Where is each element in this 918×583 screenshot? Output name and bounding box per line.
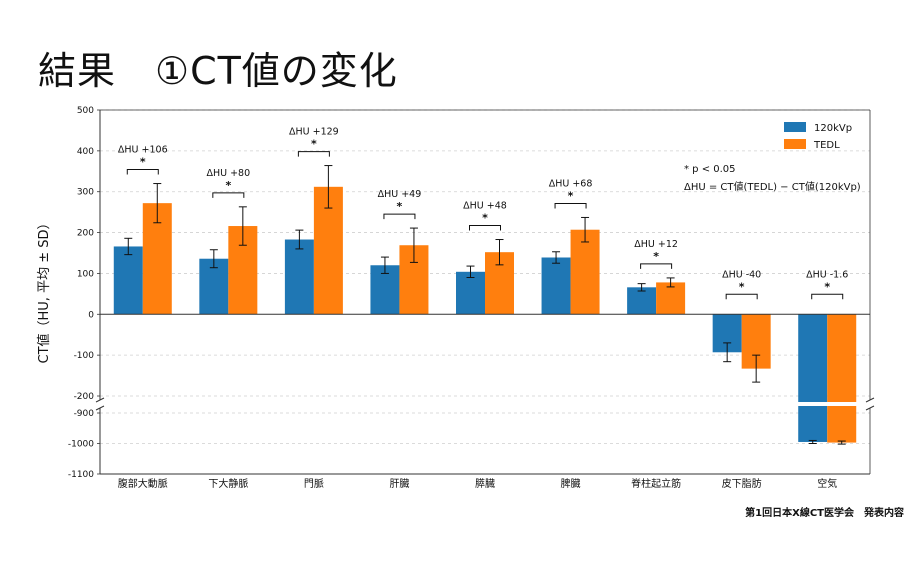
x-tick-label: 腹部大動脈	[118, 477, 168, 490]
significance-star: *	[568, 189, 574, 202]
slide-title: 結果 ①CT値の変化	[38, 49, 398, 93]
significance-star: *	[824, 280, 830, 293]
y-tick-label: -100	[74, 351, 95, 361]
x-tick-label: 下大静脈	[208, 477, 248, 490]
footer-note: 第1回日本X線CT医学会 発表内容	[745, 508, 904, 519]
delta-label: ΔHU +12	[634, 239, 678, 250]
x-tick-label: 脾臓	[561, 477, 581, 490]
x-tick-labels: 腹部大動脈 下大静脈 門脈 肝臓 膵臓 脾臓 脊柱起立筋 皮下脂肪 空気	[118, 477, 837, 490]
axis-break-mark	[95, 405, 105, 411]
error-bars	[124, 165, 846, 445]
legend-label: TEDL	[813, 140, 840, 151]
significance-star: *	[311, 138, 317, 151]
significance-bracket	[383, 213, 416, 220]
axis-break-mark	[95, 397, 105, 403]
y-tick-label: 0	[88, 310, 94, 320]
legend: 120kVp TEDL	[784, 122, 852, 151]
bar-120kvp	[541, 257, 571, 315]
significance-star: *	[653, 250, 659, 263]
significance-star: *	[482, 212, 488, 225]
significance-bracket	[469, 225, 501, 231]
significance-bracket	[212, 192, 245, 198]
significance-star: *	[140, 156, 146, 169]
bar-120kvp	[456, 271, 485, 315]
legend-label: 120kVp	[814, 123, 852, 134]
axis-break-mark	[865, 405, 875, 411]
y-tick-label: 300	[77, 188, 94, 198]
y-tick-label: 100	[77, 269, 94, 279]
x-tick-label: 空気	[817, 477, 837, 490]
bar-120kvp	[113, 246, 143, 315]
significance-bracket	[126, 169, 159, 175]
bar-120kvp	[798, 314, 828, 442]
y-tick-labels: 500 400 300 200 100 0 -100 -200 -900 -1000 -1100	[68, 106, 94, 480]
significance-star: *	[397, 200, 403, 213]
p-value-note: * p < 0.05	[684, 164, 736, 175]
delta-label: ΔHU -40	[722, 269, 761, 280]
y-tick-label: -1100	[68, 470, 94, 480]
delta-definition-note: ΔHU = CT値(TEDL) − CT値(120kVp)	[684, 180, 861, 193]
y-tick-label: 400	[77, 147, 94, 157]
delta-label: ΔHU +80	[206, 168, 250, 179]
bar-120kvp	[627, 287, 657, 315]
y-tick-label: -900	[74, 409, 95, 419]
significance-star: *	[739, 280, 745, 293]
bar-120kvp	[284, 239, 314, 315]
y-tick-label: 200	[77, 229, 94, 239]
legend-swatch	[784, 139, 806, 149]
y-tick-label: -200	[74, 392, 95, 402]
x-tick-label: 脊柱起立筋	[631, 477, 681, 490]
axis-break-gap	[101, 402, 869, 406]
x-tick-label: 膵臓	[475, 478, 495, 490]
legend-swatch	[784, 122, 806, 132]
delta-label: ΔHU -1.6	[806, 269, 848, 280]
y-tick-label: 500	[77, 106, 94, 116]
x-tick-label: 皮下脂肪	[722, 477, 762, 490]
delta-label: ΔHU +49	[378, 189, 422, 200]
significance-star: *	[225, 179, 231, 192]
bar-tedl	[656, 282, 686, 315]
y-axis-label: CT値（HU, 平均 ± SD）	[36, 217, 52, 364]
significance-bracket	[640, 263, 673, 269]
axes	[95, 109, 875, 475]
significance-bracket	[554, 202, 587, 209]
x-tick-label: 肝臓	[389, 478, 409, 490]
delta-label: ΔHU +129	[289, 127, 339, 138]
axis-break-mark	[865, 397, 875, 403]
delta-label: ΔHU +106	[118, 145, 168, 156]
significance-brackets: *ΔHU +106*ΔHU +80*ΔHU +129*ΔHU +49*ΔHU +…	[118, 127, 848, 300]
delta-label: ΔHU +68	[549, 178, 593, 189]
x-tick-label: 門脈	[304, 477, 324, 490]
bar-tedl	[570, 229, 600, 315]
significance-bracket	[297, 151, 330, 157]
significance-bracket	[725, 293, 758, 300]
bar-tedl	[827, 314, 857, 443]
significance-bracket	[811, 293, 844, 300]
delta-label: ΔHU +48	[463, 201, 507, 212]
y-tick-label: -1000	[68, 440, 94, 450]
